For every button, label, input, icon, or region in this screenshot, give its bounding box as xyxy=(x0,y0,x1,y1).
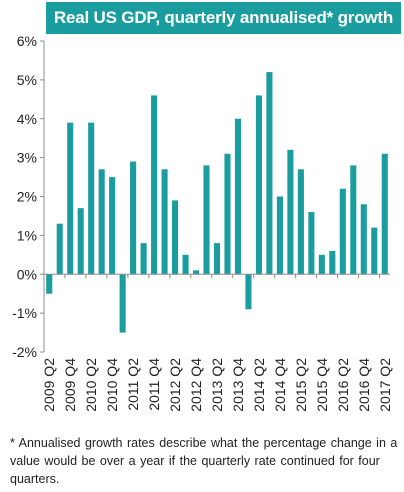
bar xyxy=(318,254,325,275)
x-tick-label: 2014 Q2 xyxy=(251,358,267,412)
x-tick-label: 2016 Q2 xyxy=(335,358,351,412)
x-tick-label: 2011 Q2 xyxy=(125,358,141,411)
x-tick-label: 2013 Q2 xyxy=(209,358,225,412)
bar xyxy=(255,95,262,275)
x-tick-label: 2009 Q4 xyxy=(62,358,78,412)
bar xyxy=(308,212,315,275)
bar xyxy=(276,196,283,275)
bar xyxy=(161,169,168,275)
bar xyxy=(140,243,147,275)
y-tick-label: 5% xyxy=(17,72,37,88)
bar xyxy=(213,243,221,275)
bar xyxy=(224,153,231,275)
bar xyxy=(371,227,378,275)
x-tick-label: 2012 Q4 xyxy=(188,358,204,412)
y-tick-label: 4% xyxy=(17,111,37,127)
footnote: * Annualised growth rates describe what … xyxy=(10,436,398,486)
x-tick-label: 2009 Q2 xyxy=(41,358,57,412)
bar xyxy=(77,208,84,275)
bar xyxy=(46,274,53,294)
bar xyxy=(109,177,116,275)
bar xyxy=(67,122,74,275)
y-tick-label: 0% xyxy=(17,266,37,282)
x-tick-label: 2015 Q2 xyxy=(293,358,309,412)
bar xyxy=(329,250,336,275)
y-tick-label: -1% xyxy=(12,305,37,321)
bar xyxy=(192,270,200,275)
bar xyxy=(297,169,304,275)
x-tick-label: 2012 Q2 xyxy=(167,358,183,412)
bar xyxy=(381,153,388,275)
bar xyxy=(287,149,294,275)
bar xyxy=(119,274,126,333)
bar xyxy=(350,165,357,275)
bar xyxy=(172,200,179,275)
bar xyxy=(234,118,242,275)
x-tick-label: 2017 Q2 xyxy=(377,358,393,412)
y-tick-label: 2% xyxy=(17,189,37,205)
bar xyxy=(151,95,158,275)
y-tick-label: 6% xyxy=(17,33,37,49)
bar xyxy=(56,223,63,275)
x-tick-label: 2010 Q2 xyxy=(83,358,99,412)
x-tick-label: 2015 Q4 xyxy=(314,358,330,412)
bar xyxy=(182,254,189,275)
bar xyxy=(360,204,367,275)
bar xyxy=(339,188,346,275)
bar xyxy=(203,165,210,275)
x-tick-label: 2010 Q4 xyxy=(104,358,120,412)
x-tick-label: 2016 Q4 xyxy=(356,358,372,412)
y-tick-label: 3% xyxy=(17,150,37,166)
x-tick-label: 2013 Q4 xyxy=(230,358,246,412)
x-tick-label: 2014 Q4 xyxy=(272,358,288,412)
x-tick-label: 2011 Q4 xyxy=(146,358,162,411)
bar xyxy=(98,169,105,275)
bar xyxy=(88,122,95,275)
bar xyxy=(266,72,273,275)
bar xyxy=(245,274,252,310)
y-tick-label: -2% xyxy=(12,344,37,360)
y-tick-label: 1% xyxy=(17,227,37,243)
bar xyxy=(130,161,137,275)
chart-title: Real US GDP, quarterly annualised* growt… xyxy=(46,2,401,34)
